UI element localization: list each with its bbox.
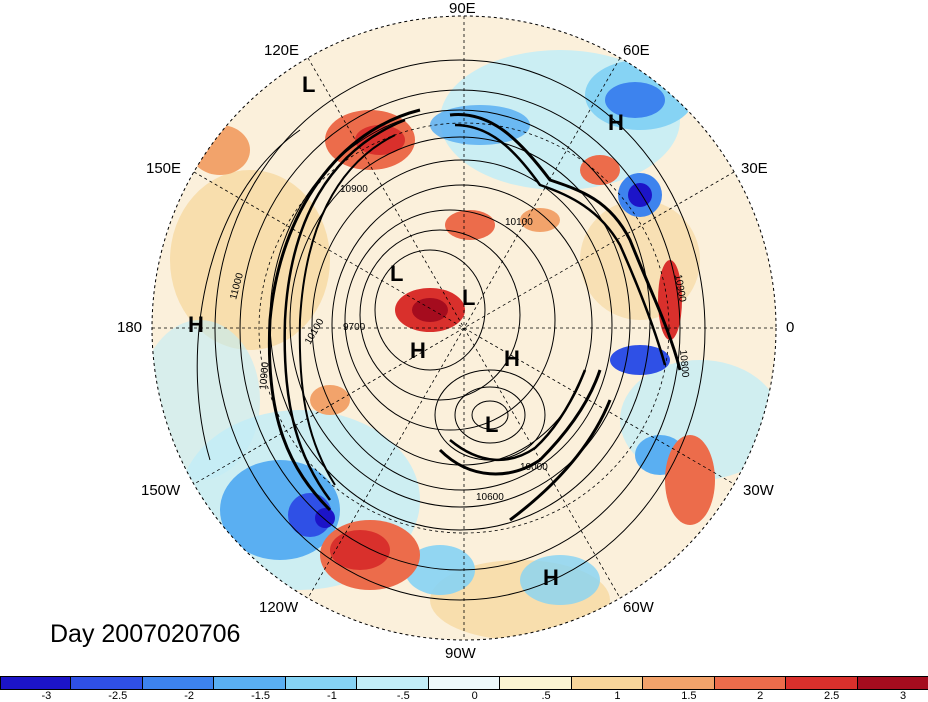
colorbar-tick-label: -3 (41, 690, 52, 702)
colorbar-tick-label: -2.5 (108, 690, 128, 702)
lon-label-150e: 150E (146, 160, 182, 177)
contour-label: 10900 (258, 361, 271, 390)
lon-label-30w: 30W (743, 482, 774, 499)
colorbar-swatch (714, 676, 787, 689)
contour-label: 10800 (677, 349, 690, 378)
low-pressure-label: L (485, 412, 498, 437)
colorbar-tick-label: 2 (757, 690, 764, 702)
colorbar-tick-label: 0 (471, 690, 478, 702)
colorbar-tick-label: 3 (899, 690, 907, 702)
contour-labels: 10900 10100 11000 10100 9700 10000 10900… (228, 184, 690, 503)
colorbar-tick-label: .5 (541, 690, 551, 702)
contour-label: 10000 (520, 462, 548, 473)
geopotential-contours (196, 59, 706, 601)
colorbar-tick-label: 1.5 (681, 690, 697, 702)
contour-label: 10100 (505, 217, 533, 228)
contour-label: 10900 (672, 274, 688, 304)
colorbar-swatch (500, 676, 572, 689)
day-title: Day 2007020706 (50, 620, 241, 648)
colorbar-swatch (428, 676, 501, 689)
contour-label: 10900 (340, 184, 368, 195)
colorbar-tick-label: 1 (614, 690, 621, 702)
colorbar-swatch (0, 676, 72, 689)
colorbar-swatch (71, 676, 143, 689)
colorbar-swatch (857, 676, 928, 689)
colorbar-swatch (643, 676, 715, 689)
colorbar-swatch (142, 676, 215, 689)
colorbar-frame (0, 676, 928, 690)
colorbar (0, 676, 928, 689)
lon-label-90w: 90W (445, 645, 476, 662)
contour-label: 9700 (343, 322, 366, 333)
lon-label-180: 180 (117, 319, 143, 336)
colorbar-swatch (786, 676, 858, 689)
lon-label-90e: 90E (449, 0, 476, 17)
high-pressure-label: H (410, 338, 426, 363)
low-pressure-label: L (302, 72, 315, 97)
colorbar-tick-label: -1.5 (251, 690, 271, 702)
high-pressure-label: H (543, 565, 559, 590)
colorbar-tick-label: 2.5 (823, 690, 840, 702)
colorbar-swatch (357, 676, 429, 689)
lon-label-150w: 150W (141, 482, 181, 499)
lon-label-30e: 30E (741, 160, 768, 177)
high-pressure-label: H (504, 346, 520, 371)
colorbar-tick-label: -.5 (396, 690, 410, 702)
high-pressure-label: H (188, 312, 204, 337)
colorbar-swatch (285, 676, 358, 689)
low-pressure-label: L (390, 261, 403, 286)
lon-label-120w: 120W (259, 599, 299, 616)
lon-label-60w: 60W (623, 599, 654, 616)
contour-label: 10600 (476, 492, 504, 503)
map-border (151, 15, 777, 641)
colorbar-tick-label: -1 (327, 690, 337, 702)
high-pressure-label: H (608, 110, 624, 135)
colorbar-swatch (571, 676, 644, 689)
graticule (152, 16, 776, 640)
lon-label-120e: 120E (264, 42, 300, 59)
colorbar-tick-label: -2 (184, 690, 195, 702)
lon-label-60e: 60E (623, 42, 650, 59)
lon-label-0: 0 (786, 319, 795, 336)
pressure-centers: L H L L H H L H L H (188, 72, 624, 590)
colorbar-swatch (214, 676, 286, 689)
low-pressure-label: L (462, 285, 475, 310)
